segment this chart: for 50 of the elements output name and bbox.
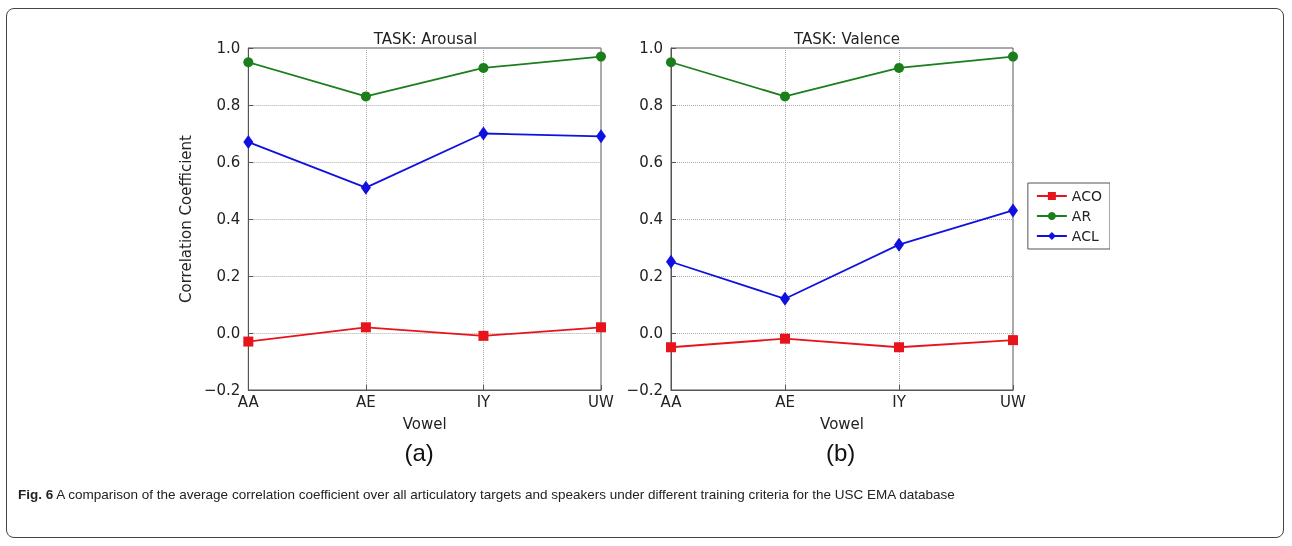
legend-label: AR	[1071, 208, 1092, 224]
point	[666, 57, 676, 68]
chart-title: TASK: Valence	[792, 29, 901, 48]
x-axis-title: Vowel	[820, 414, 864, 433]
x-tick-label: UW	[588, 392, 615, 411]
text: (a)	[404, 438, 434, 466]
caption: Fig. 6 A comparison of the average correlation coefficient over all articulatory targets and speakers under different training criteria for the USC EMA database	[18, 486, 956, 504]
x-tick-label: IY	[892, 392, 907, 411]
x-tick-label: UW	[1000, 392, 1027, 411]
y-tick-label: 0.0	[216, 324, 241, 342]
point	[360, 180, 371, 195]
text: (b)	[826, 438, 856, 466]
y-tick-label: 1.0	[216, 39, 241, 57]
y-tick-label: 0.6	[639, 153, 663, 171]
y-tick-label: 0.4	[639, 210, 663, 228]
point	[596, 51, 606, 62]
y-tick-label: 1.0	[639, 39, 663, 57]
point	[666, 342, 676, 353]
y-tick-label: 0.8	[216, 96, 241, 114]
point	[478, 62, 489, 73]
point	[360, 91, 371, 102]
point	[894, 342, 904, 353]
point	[360, 322, 371, 333]
x-axis-title: Vowel	[402, 414, 447, 433]
chart-title: TASK: Arousal	[372, 29, 478, 48]
x-tick-label: AE	[356, 392, 376, 411]
y-tick-label: 0.4	[216, 210, 241, 228]
legend-label: ACL	[1071, 228, 1099, 244]
y-tick-label: 0.2	[216, 267, 241, 285]
legend-label: ACO	[1071, 188, 1103, 204]
point	[478, 126, 489, 141]
point	[243, 57, 254, 68]
point	[596, 322, 606, 333]
y-tick-label: 0.8	[639, 96, 663, 114]
point	[780, 91, 790, 102]
y-tick-label: −0.2	[203, 381, 241, 399]
x-tick-label: AE	[775, 392, 795, 411]
y-tick-label: 0.2	[639, 267, 663, 285]
x-tick-label: IY	[476, 392, 492, 411]
point	[894, 62, 904, 73]
point	[780, 333, 790, 344]
point	[1008, 51, 1018, 62]
y-tick-label: −0.2	[626, 381, 663, 399]
point	[243, 135, 254, 150]
point	[478, 330, 489, 341]
point	[1008, 335, 1018, 346]
y-tick-label: 0.6	[216, 153, 241, 171]
point	[243, 336, 254, 347]
y-axis-title: Correlation Coefficient	[176, 134, 195, 303]
y-tick-label: 0.0	[639, 324, 663, 342]
